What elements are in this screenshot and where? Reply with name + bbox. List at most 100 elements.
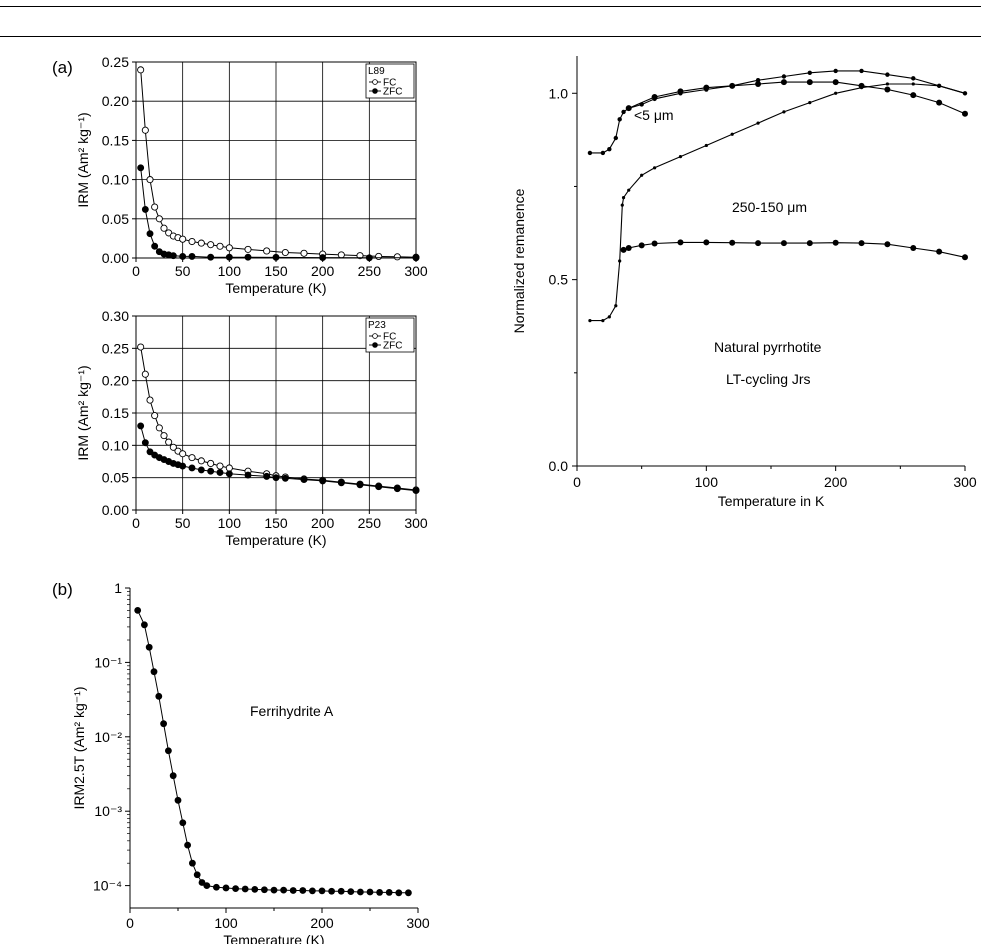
y-tick-label: 10⁻⁴ [93, 878, 122, 894]
annotation-coarse-grain: 250-150 μm [732, 199, 807, 215]
data-point-coarse-warming [911, 82, 915, 86]
y-tick-label: 0.05 [102, 470, 129, 486]
data-point-fc [179, 450, 187, 458]
data-point-fine-warming [600, 150, 606, 156]
data-point-coarse-warming [808, 100, 812, 105]
data-point-fc [337, 251, 345, 259]
data-point-zfc [356, 481, 364, 489]
data-point-coarse-warming [885, 82, 889, 86]
data-point-coarse-cooling [962, 254, 968, 261]
data-point-zfc [207, 253, 215, 261]
y-tick-label: 0.0 [549, 458, 569, 474]
data-point-fc [137, 343, 145, 351]
data-point-fc [169, 443, 177, 451]
data-point [203, 882, 211, 890]
x-tick-label: 300 [406, 915, 430, 931]
data-point-coarse-warming [704, 143, 708, 148]
y-tick-label: 0.05 [102, 211, 129, 227]
legend-marker [372, 342, 378, 348]
legend-entry-fc: FC [383, 78, 396, 89]
data-point-zfc [179, 462, 187, 470]
data-point [193, 871, 201, 879]
data-point-coarse-cooling [780, 240, 787, 247]
data-point-coarse-cooling [703, 239, 710, 246]
x-tick-label: 50 [175, 515, 191, 531]
x-tick-label: 200 [311, 515, 335, 531]
data-point [385, 889, 393, 896]
data-point-coarse-warming [963, 91, 967, 95]
y-tick-label: 0.15 [102, 132, 129, 148]
data-point-zfc [141, 439, 149, 447]
legend-entry-zfc: ZFC [383, 341, 402, 352]
data-point-zfc [319, 477, 327, 485]
data-point-zfc [412, 487, 420, 495]
legend-title: P23 [368, 320, 386, 331]
data-point-zfc [207, 467, 215, 475]
annotation-method: LT-cycling Jrs [726, 371, 811, 387]
data-point-fine-warming [621, 109, 626, 115]
data-point-coarse-warming [618, 259, 622, 263]
y-axis-label: Normalized remanence [511, 188, 527, 333]
data-point [395, 889, 403, 897]
data-point-coarse-warming [607, 315, 611, 319]
data-point-zfc [197, 466, 205, 474]
data-point-fc [141, 370, 149, 378]
data-point-zfc [300, 476, 308, 484]
y-tick-label: 0.20 [102, 373, 129, 389]
data-point [155, 692, 163, 700]
data-point-coarse-cooling [620, 246, 627, 253]
data-point-fc [155, 215, 163, 223]
data-point-fine-cooling [729, 82, 736, 89]
y-tick-label: 0.00 [102, 502, 129, 518]
data-point [289, 887, 297, 894]
data-point-fc [188, 454, 196, 462]
data-point-coarse-warming [601, 319, 605, 323]
data-point-fc [197, 457, 205, 465]
data-point [150, 668, 158, 676]
data-point-coarse-warming [653, 166, 657, 170]
data-point-fine-cooling [884, 86, 891, 93]
data-point-zfc [365, 254, 373, 262]
data-point-fine-cooling [936, 99, 943, 106]
y-tick-label: 1.0 [549, 85, 569, 101]
x-tick-label: 50 [175, 263, 191, 279]
x-tick-label: 100 [695, 474, 719, 490]
data-point-fine-warming [781, 74, 787, 79]
data-point-fc [160, 432, 168, 440]
x-tick-label: 200 [310, 915, 334, 931]
data-point-zfc [244, 253, 252, 261]
data-point-fc [188, 237, 196, 246]
data-point [174, 796, 182, 804]
data-point [232, 885, 240, 893]
data-point-coarse-warming [588, 319, 592, 323]
y-tick-label: 0.5 [549, 272, 569, 288]
y-tick-label: 0.10 [102, 172, 129, 188]
data-point-fine-warming [859, 68, 864, 74]
data-point [309, 887, 316, 895]
data-point-coarse-cooling [936, 248, 943, 255]
data-point-zfc [146, 448, 154, 456]
data-point [328, 887, 335, 895]
annotation-ferrihydrite: Ferrihydrite A [250, 703, 334, 719]
data-point-fc [160, 224, 168, 232]
legend-marker [372, 79, 378, 85]
data-point [376, 889, 383, 896]
data-point-fc [300, 249, 308, 257]
x-tick-label: 0 [132, 263, 140, 279]
series-line-zfc [140, 425, 417, 492]
data-point-fc [263, 247, 271, 255]
series-line [137, 610, 409, 894]
x-tick-label: 250 [358, 263, 382, 279]
data-point-fc [225, 464, 233, 472]
x-tick-label: 300 [953, 474, 977, 490]
data-point [134, 606, 142, 614]
legend-marker [372, 333, 378, 339]
data-point-fine-cooling [651, 94, 658, 100]
data-point-zfc [179, 252, 187, 260]
data-point-fc [179, 235, 187, 243]
data-point-fc [146, 176, 154, 184]
y-axis-label: IRM (Am² kg⁻¹) [75, 112, 91, 207]
panel-label-b: (b) [52, 580, 73, 599]
data-point-zfc [263, 472, 271, 480]
